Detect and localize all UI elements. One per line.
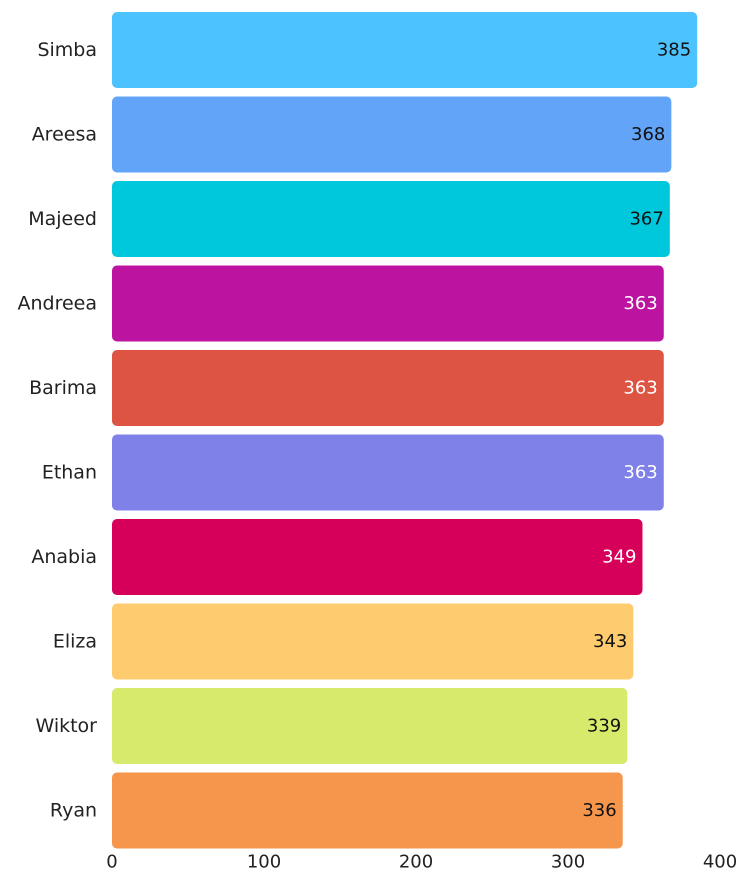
value-label: 385 — [657, 40, 691, 61]
value-label: 339 — [587, 716, 621, 737]
bar-anabia — [112, 519, 643, 595]
category-label: Ethan — [42, 462, 97, 484]
value-label: 363 — [623, 293, 657, 314]
category-label: Majeed — [28, 208, 97, 230]
value-label: 368 — [631, 124, 665, 145]
bar-majeed — [112, 181, 670, 257]
category-label: Simba — [37, 39, 97, 61]
x-tick-label: 100 — [247, 852, 281, 873]
value-label: 363 — [623, 378, 657, 399]
category-label: Eliza — [53, 631, 97, 653]
category-label: Andreea — [17, 293, 97, 315]
x-tick-label: 300 — [551, 852, 585, 873]
bar-barima — [112, 350, 664, 426]
category-label: Barima — [29, 377, 97, 399]
bar-eliza — [112, 603, 634, 680]
bar-wiktor — [112, 688, 628, 764]
x-tick-label: 400 — [703, 852, 737, 873]
category-label: Wiktor — [35, 715, 97, 737]
x-tick-label: 0 — [106, 852, 117, 873]
category-label: Ryan — [50, 800, 97, 822]
category-label: Areesa — [32, 124, 97, 146]
bar-ryan — [112, 772, 623, 849]
value-label: 343 — [593, 631, 627, 652]
value-label: 336 — [582, 800, 616, 821]
bar-simba — [112, 12, 698, 88]
value-label: 367 — [629, 209, 663, 230]
bar-ethan — [112, 434, 664, 511]
bar-areesa — [112, 96, 672, 173]
bar-andreea — [112, 265, 664, 342]
value-label: 363 — [623, 462, 657, 483]
value-label: 349 — [602, 547, 636, 568]
x-tick-label: 200 — [399, 852, 433, 873]
category-label: Anabia — [31, 546, 97, 568]
